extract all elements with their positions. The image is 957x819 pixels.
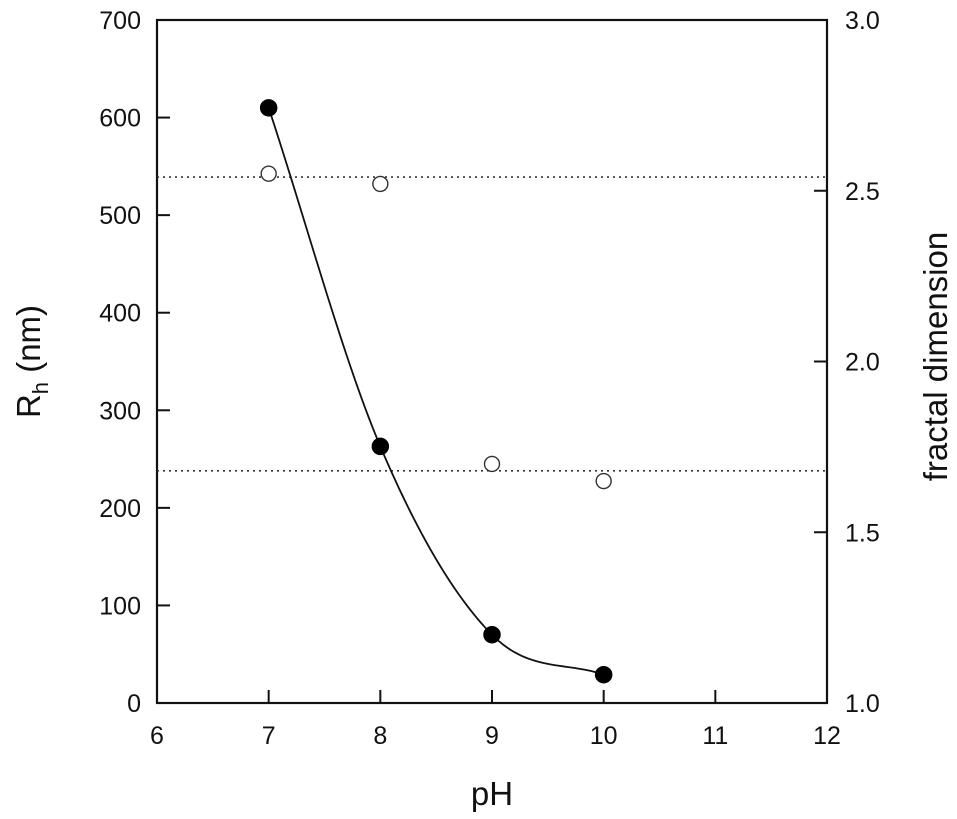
x-axis-title: pH — [471, 775, 513, 812]
y2-tick-label: 1.5 — [845, 519, 880, 547]
y2-tick-label: 3.0 — [845, 7, 880, 35]
y2-tick-label: 1.0 — [845, 690, 880, 718]
fractal-dimension-point — [372, 175, 389, 193]
y-tick-label: 300 — [99, 397, 141, 425]
y-tick-label: 200 — [99, 495, 141, 523]
x-tick-label: 12 — [813, 722, 841, 750]
y-axis-right-ticks: 1.0 1.5 2.0 2.5 3.0 — [814, 7, 880, 718]
y-tick-label: 600 — [99, 105, 141, 133]
y-axis-left-title: Rh (nm) — [10, 305, 53, 418]
x-tick-label: 7 — [262, 722, 276, 750]
fractal-dimension-point — [483, 455, 501, 473]
x-tick-label: 11 — [702, 722, 728, 750]
x-tick-label: 10 — [590, 722, 618, 750]
y-axis-title-unit: (nm) — [10, 305, 47, 382]
rh-data-point — [594, 665, 613, 684]
plot-frame — [155, 18, 829, 705]
x-tick-label: 6 — [150, 722, 164, 750]
rh-fit-curve — [267, 107, 604, 676]
fit-curves — [267, 107, 604, 676]
y-axis-right-title: fractal dimension — [917, 232, 954, 481]
y2-tick-label: 2.0 — [845, 349, 880, 377]
fractal-dimension-point — [595, 472, 612, 490]
y-tick-label: 100 — [99, 592, 141, 620]
y-tick-label: 700 — [99, 7, 141, 35]
rh-data-point — [259, 99, 278, 117]
y-axis-title-main: R — [10, 394, 47, 418]
y-tick-label: 400 — [99, 300, 141, 328]
x-axis-ticks: 6 7 8 9 10 11 12 — [150, 690, 841, 750]
rh-data-point — [371, 437, 390, 456]
rh-data-point — [483, 625, 501, 644]
y-tick-label: 0 — [127, 690, 141, 718]
reference-lines — [157, 176, 827, 472]
x-tick-label: 9 — [485, 722, 499, 750]
y-axis-title-subscript: h — [28, 382, 53, 394]
y-axis-left-ticks: 0 100 200 300 400 500 600 700 — [99, 7, 170, 718]
x-tick-label: 8 — [373, 722, 387, 750]
plot-border — [155, 18, 829, 705]
y-tick-label: 500 — [99, 202, 141, 230]
y2-tick-label: 2.5 — [845, 178, 880, 206]
data-points — [259, 99, 613, 684]
fractal-dimension-point — [260, 165, 277, 182]
